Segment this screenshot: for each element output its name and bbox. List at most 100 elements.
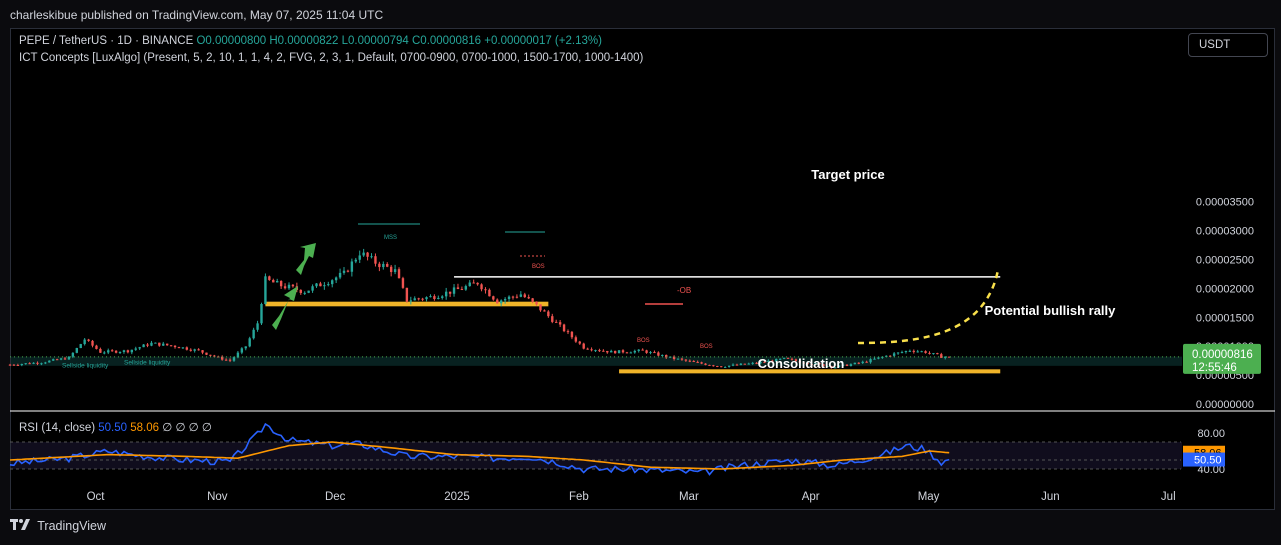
candle-body[interactable] bbox=[778, 358, 782, 360]
candle-body[interactable] bbox=[896, 352, 900, 354]
candle-body[interactable] bbox=[67, 356, 71, 360]
candle-body[interactable] bbox=[472, 282, 475, 284]
candle-body[interactable] bbox=[350, 261, 354, 272]
candle-body[interactable] bbox=[653, 352, 656, 354]
candle-body[interactable] bbox=[786, 357, 790, 359]
candle-body[interactable] bbox=[645, 350, 648, 353]
candle-body[interactable] bbox=[731, 364, 735, 366]
candle-body[interactable] bbox=[837, 365, 841, 368]
candle-body[interactable] bbox=[319, 283, 322, 287]
candle-body[interactable] bbox=[865, 361, 868, 363]
consolidation-zone[interactable] bbox=[619, 369, 1001, 374]
bullish-rally-path[interactable] bbox=[857, 269, 1000, 345]
candle-body[interactable] bbox=[71, 352, 75, 357]
candle-body[interactable] bbox=[606, 350, 609, 353]
candle-body[interactable] bbox=[52, 359, 55, 361]
candle-body[interactable] bbox=[444, 291, 448, 297]
candle-body[interactable] bbox=[877, 357, 880, 359]
candle-body[interactable] bbox=[154, 342, 157, 344]
candle-body[interactable] bbox=[551, 316, 554, 322]
candle-body[interactable] bbox=[311, 286, 314, 291]
candle-body[interactable] bbox=[189, 349, 192, 351]
candle-body[interactable] bbox=[185, 347, 189, 350]
candle-body[interactable] bbox=[240, 348, 244, 353]
candle-body[interactable] bbox=[358, 255, 361, 260]
candle-body[interactable] bbox=[354, 259, 357, 262]
candle-body[interactable] bbox=[370, 256, 373, 258]
candle-body[interactable] bbox=[232, 357, 236, 361]
candle-body[interactable] bbox=[307, 290, 310, 293]
candle-body[interactable] bbox=[649, 352, 652, 354]
candle-body[interactable] bbox=[594, 350, 597, 352]
candle-body[interactable] bbox=[276, 280, 279, 283]
candle-body[interactable] bbox=[613, 350, 617, 354]
candle-body[interactable] bbox=[818, 363, 821, 365]
candle-body[interactable] bbox=[16, 364, 20, 366]
candle-body[interactable] bbox=[920, 351, 923, 353]
candle-body[interactable] bbox=[244, 346, 247, 349]
symbol-name[interactable]: PEPE / TetherUS · 1D · BINANCE bbox=[19, 35, 194, 47]
candle-body[interactable] bbox=[794, 359, 798, 361]
candle-body[interactable] bbox=[610, 350, 613, 353]
candle-body[interactable] bbox=[331, 280, 334, 285]
candle-body[interactable] bbox=[59, 358, 63, 360]
candle-body[interactable] bbox=[401, 278, 405, 288]
rsi-legend[interactable]: RSI (14, close) 50.50 58.06 ∅ ∅ ∅ ∅ bbox=[19, 420, 212, 434]
candle-body[interactable] bbox=[382, 263, 385, 268]
candle-body[interactable] bbox=[873, 358, 876, 360]
candle-body[interactable] bbox=[535, 301, 538, 305]
candle-body[interactable] bbox=[889, 355, 892, 357]
candle-body[interactable] bbox=[720, 366, 723, 368]
candle-body[interactable] bbox=[723, 366, 727, 368]
candle-body[interactable] bbox=[107, 350, 110, 353]
candle-body[interactable] bbox=[900, 352, 904, 354]
candle-body[interactable] bbox=[845, 364, 849, 366]
candle-body[interactable] bbox=[433, 296, 436, 300]
candle-body[interactable] bbox=[798, 360, 802, 363]
candle-body[interactable] bbox=[782, 357, 786, 359]
indicator-legend[interactable]: ICT Concepts [LuxAlgo] (Present, 5, 2, 1… bbox=[19, 52, 644, 64]
candle-body[interactable] bbox=[543, 310, 546, 312]
candle-body[interactable] bbox=[841, 364, 845, 366]
candle-body[interactable] bbox=[87, 339, 90, 341]
candle-body[interactable] bbox=[165, 343, 169, 346]
candle-body[interactable] bbox=[763, 361, 766, 363]
candle-body[interactable] bbox=[413, 298, 416, 301]
candle-body[interactable] bbox=[40, 363, 43, 365]
candle-body[interactable] bbox=[790, 358, 794, 360]
candle-body[interactable] bbox=[928, 352, 931, 354]
candle-body[interactable] bbox=[826, 366, 829, 368]
candle-body[interactable] bbox=[283, 286, 287, 289]
candle-body[interactable] bbox=[28, 363, 31, 365]
candle-body[interactable] bbox=[830, 366, 833, 368]
candle-body[interactable] bbox=[460, 289, 464, 291]
candle-body[interactable] bbox=[755, 362, 758, 364]
candle-body[interactable] bbox=[268, 276, 271, 280]
candle-body[interactable] bbox=[484, 289, 487, 291]
candle-body[interactable] bbox=[665, 354, 668, 358]
candle-body[interactable] bbox=[657, 352, 660, 356]
candle-body[interactable] bbox=[299, 289, 302, 293]
candle-body[interactable] bbox=[393, 269, 397, 273]
candle-body[interactable] bbox=[885, 355, 888, 357]
candle-body[interactable] bbox=[338, 272, 342, 278]
candle-body[interactable] bbox=[405, 287, 409, 302]
candle-body[interactable] bbox=[496, 299, 499, 304]
candle-body[interactable] bbox=[936, 353, 939, 355]
candle-body[interactable] bbox=[944, 356, 947, 358]
candle-body[interactable] bbox=[566, 331, 570, 333]
candle-body[interactable] bbox=[629, 352, 633, 354]
candle-body[interactable] bbox=[547, 311, 550, 317]
candle-body[interactable] bbox=[146, 344, 149, 346]
candle-body[interactable] bbox=[437, 297, 440, 300]
candle-body[interactable] bbox=[55, 359, 59, 361]
candle-body[interactable] bbox=[562, 324, 566, 332]
candle-body[interactable] bbox=[775, 358, 778, 362]
candle-body[interactable] bbox=[672, 356, 676, 360]
candle-body[interactable] bbox=[173, 345, 177, 348]
candle-body[interactable] bbox=[169, 345, 173, 347]
candle-body[interactable] bbox=[696, 361, 699, 363]
candle-body[interactable] bbox=[441, 296, 444, 298]
candle-body[interactable] bbox=[99, 348, 102, 353]
